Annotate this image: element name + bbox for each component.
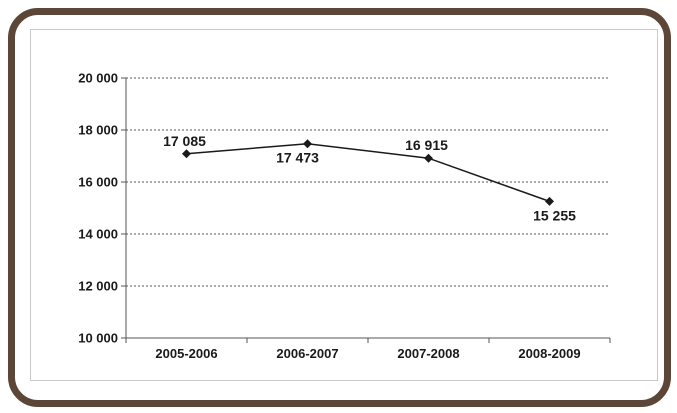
x-tick-label: 2008-2009 xyxy=(518,346,580,361)
x-tick-label: 2006-2007 xyxy=(276,346,338,361)
data-point xyxy=(424,153,433,163)
data-point xyxy=(545,196,554,206)
y-tick-label: 14 000 xyxy=(78,227,118,242)
data-labels: 17 085 17 473 16 915 15 255 xyxy=(163,133,576,224)
data-label: 17 085 xyxy=(163,133,206,149)
y-tick-label: 18 000 xyxy=(78,123,118,138)
y-tick-label: 16 000 xyxy=(78,175,118,190)
chart-panel xyxy=(30,29,658,381)
axes xyxy=(121,77,611,343)
y-axis-tick-labels: 10 000 12 000 14 000 16 000 18 000 20 000 xyxy=(78,71,118,346)
data-point xyxy=(182,149,191,159)
y-tick-label: 12 000 xyxy=(78,279,118,294)
x-tick-label: 2007-2008 xyxy=(397,346,459,361)
y-tick-label: 20 000 xyxy=(78,71,118,86)
series-line xyxy=(182,139,554,206)
x-axis-tick-labels: 2005-2006 2006-2007 2007-2008 2008-2009 xyxy=(155,346,580,361)
series-line-path xyxy=(186,142,550,203)
y-tick-label: 10 000 xyxy=(78,331,118,346)
data-label: 16 915 xyxy=(405,137,448,153)
data-label: 15 255 xyxy=(533,207,576,223)
gridlines xyxy=(126,77,610,287)
data-label: 17 473 xyxy=(276,150,319,166)
data-point xyxy=(303,139,312,149)
x-tick-label: 2005-2006 xyxy=(155,346,217,361)
